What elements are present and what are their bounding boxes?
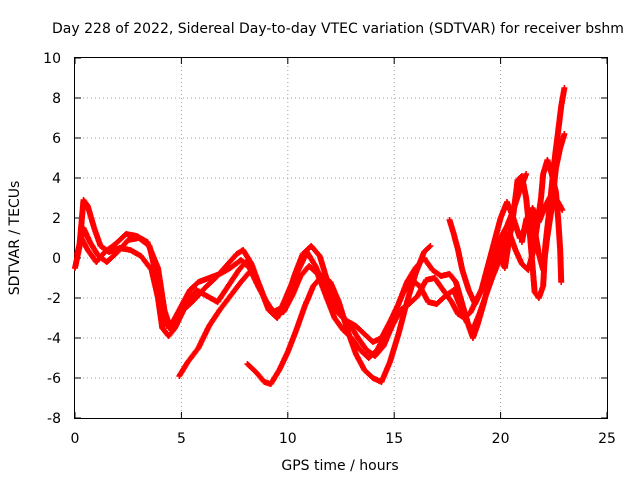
x-tick-label: 10 — [279, 431, 297, 447]
x-tick-label: 0 — [71, 431, 80, 447]
y-tick-label: 2 — [52, 211, 61, 227]
data-point-markers — [78, 231, 504, 359]
series-track-9 — [518, 131, 568, 273]
y-axis-ticks: -8 -6 -4 -2 0 2 4 6 8 10 — [43, 51, 607, 427]
y-axis-label: SDTVAR / TECUs — [7, 181, 23, 296]
series-track-5 — [244, 243, 434, 387]
y-tick-label: -6 — [47, 371, 61, 387]
plot-frame — [74, 57, 608, 419]
y-tick-label: 0 — [52, 251, 61, 267]
y-tick-label: 8 — [52, 91, 61, 107]
y-tick-label: -8 — [47, 411, 61, 427]
x-axis-label: GPS time / hours — [281, 458, 398, 474]
series-track-3 — [78, 231, 504, 359]
y-tick-label: -2 — [47, 291, 61, 307]
data-points — [72, 85, 568, 387]
y-tick-label: 6 — [52, 131, 61, 147]
data-point-markers — [176, 269, 253, 379]
x-tick-label: 5 — [177, 431, 186, 447]
x-axis-ticks: 0 5 10 15 20 25 — [71, 58, 616, 447]
y-tick-label: -4 — [47, 331, 61, 347]
y-tick-label: 4 — [52, 171, 61, 187]
chart-title: Day 228 of 2022, Sidereal Day-to-day VTE… — [52, 21, 624, 37]
data-point-markers — [518, 131, 568, 273]
y-tick-label: 10 — [43, 51, 61, 67]
x-tick-label: 20 — [492, 431, 510, 447]
series-track-4 — [176, 269, 253, 379]
data-point-markers — [244, 243, 434, 387]
x-tick-label: 15 — [385, 431, 403, 447]
x-tick-label: 25 — [598, 431, 616, 447]
